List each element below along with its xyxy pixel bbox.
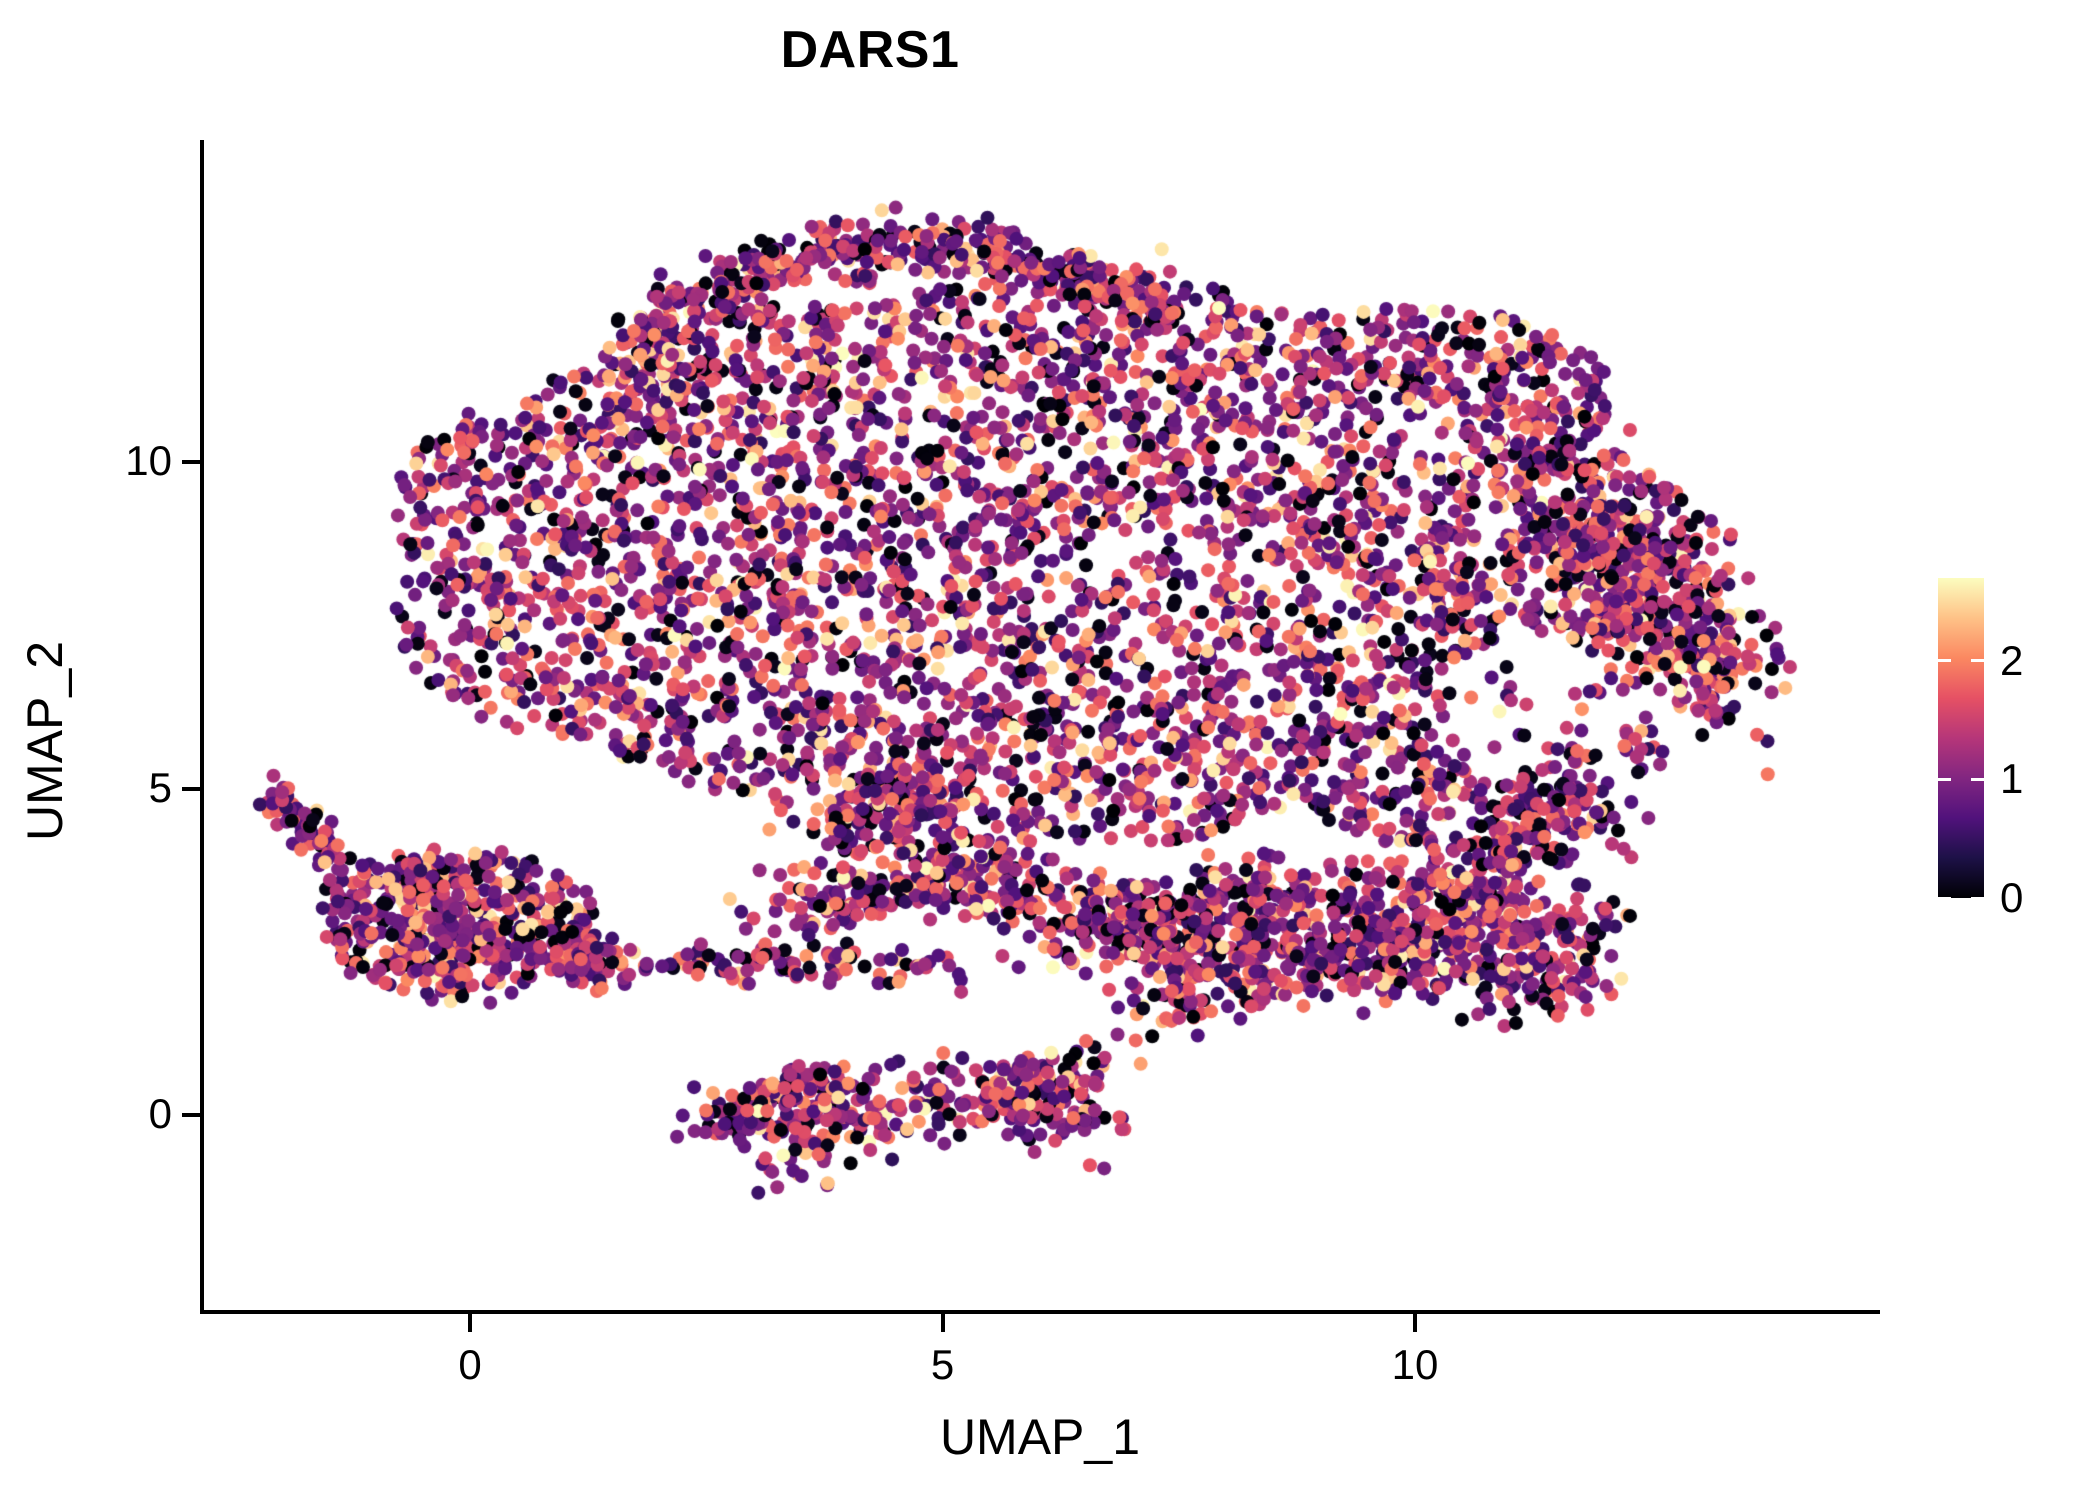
x-axis-line xyxy=(200,1310,1880,1314)
y-tick-label: 5 xyxy=(148,763,172,811)
colorbar-legend: 2 1 0 xyxy=(1938,578,2078,919)
x-tick-label: 0 xyxy=(458,1341,482,1388)
y-tick-mark xyxy=(182,1113,200,1117)
y-tick-label: 10 xyxy=(125,437,172,484)
colorbar-tick-mark xyxy=(1938,659,1984,663)
x-tick-label: 10 xyxy=(1391,1341,1439,1388)
colorbar-tick-label: 2 xyxy=(2000,636,2024,684)
page-title: DARS1 xyxy=(780,21,960,79)
x-tick-label: 5 xyxy=(930,1341,955,1388)
colorbar-tick-label: 0 xyxy=(2000,874,2024,921)
plot-panel xyxy=(200,140,1880,1312)
x-tick-mark xyxy=(940,1314,945,1332)
y-tick-label: 0 xyxy=(148,1090,172,1137)
colorbar-tick-mark xyxy=(1938,777,1984,781)
x-tick-mark xyxy=(468,1314,472,1332)
y-axis-line xyxy=(200,140,204,1312)
x-axis-title: UMAP_1 xyxy=(939,1409,1141,1465)
colorbar-gradient xyxy=(1938,578,1984,898)
scatter-points-layer xyxy=(200,140,1880,1312)
colorbar-tick-label: 1 xyxy=(2000,755,2024,803)
colorbar-tick-mark xyxy=(1938,896,1984,900)
y-axis-title: UMAP_2 xyxy=(17,640,73,842)
y-tick-mark xyxy=(182,786,200,791)
y-tick-mark xyxy=(182,460,200,464)
x-tick-mark xyxy=(1413,1314,1417,1332)
